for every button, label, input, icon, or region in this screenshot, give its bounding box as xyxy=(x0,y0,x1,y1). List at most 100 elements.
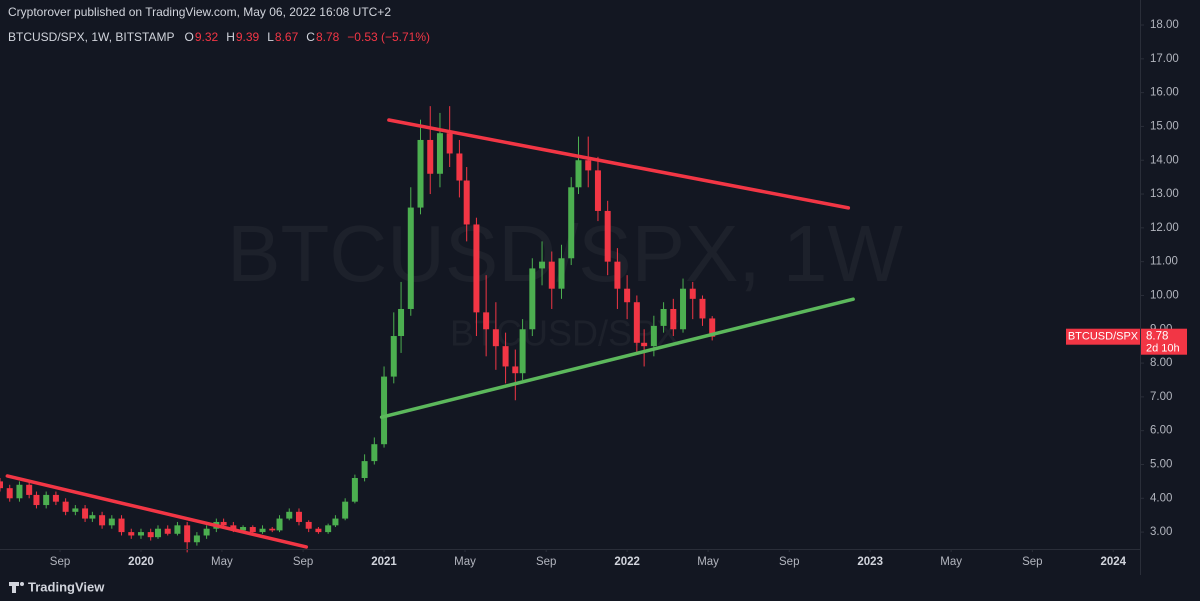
price-tag-countdown: 2d 10h xyxy=(1146,343,1180,355)
candle-body xyxy=(295,511,302,522)
candle-body xyxy=(128,532,135,536)
candle-body xyxy=(203,528,210,536)
candle-body xyxy=(446,133,453,154)
y-tick-label: 15.00 xyxy=(1150,120,1179,132)
x-tick-label: May xyxy=(454,556,476,568)
trendline xyxy=(387,118,851,210)
candle-body xyxy=(305,521,312,529)
candle-body xyxy=(249,527,256,533)
x-tick-label: 2024 xyxy=(1100,556,1126,568)
candle-body xyxy=(473,224,480,313)
candle-body xyxy=(585,160,592,171)
price-tag-bg xyxy=(1141,328,1187,355)
ohlc-prefix: O xyxy=(184,30,193,44)
candle-body xyxy=(137,532,144,536)
published-line: Cryptorover published on TradingView.com… xyxy=(8,5,391,19)
brand: TradingView xyxy=(28,579,105,594)
candle-body xyxy=(43,494,50,506)
y-tick-label: 16.00 xyxy=(1150,87,1179,99)
ohlc-value: 9.32 xyxy=(195,30,219,44)
candle-body xyxy=(184,525,191,543)
x-tick-label: May xyxy=(211,556,233,568)
candle-body xyxy=(371,444,378,462)
y-tick-label: 12.00 xyxy=(1150,222,1179,234)
candle-body xyxy=(26,484,33,495)
candle-body xyxy=(361,461,368,479)
candle-body xyxy=(240,527,247,531)
price-tag-name-bg xyxy=(1066,328,1140,345)
candle-body xyxy=(709,318,716,337)
y-tick-label: 14.00 xyxy=(1150,154,1179,166)
y-tick-label: 7.00 xyxy=(1150,391,1172,403)
candle-body xyxy=(594,170,601,211)
candle-body xyxy=(650,325,657,347)
candle-body xyxy=(52,494,59,502)
x-tick-label: Sep xyxy=(779,556,799,568)
candle-body xyxy=(174,525,181,534)
ohlc-prefix: C xyxy=(306,30,315,44)
y-tick-label: 8.00 xyxy=(1150,357,1172,369)
candle-body xyxy=(463,180,470,225)
candle-body xyxy=(351,478,358,502)
x-tick-label: Sep xyxy=(1022,556,1042,568)
ohlc-prefix: H xyxy=(226,30,235,44)
y-tick-label: 13.00 xyxy=(1150,188,1179,200)
candle-body xyxy=(519,329,526,374)
footer xyxy=(0,575,1200,601)
candle-body xyxy=(62,501,69,512)
y-tick-label: 17.00 xyxy=(1150,53,1179,65)
candle-body xyxy=(512,366,519,374)
candle-body xyxy=(699,298,706,319)
candle-body xyxy=(502,346,509,367)
candle-body xyxy=(325,525,332,533)
price-tag-value: 8.78 xyxy=(1146,331,1168,343)
candle-body xyxy=(529,268,536,330)
candle-body xyxy=(390,336,397,377)
candle-body xyxy=(660,308,667,326)
x-tick-label: Sep xyxy=(293,556,313,568)
x-tick-label: 2022 xyxy=(614,556,640,568)
candle-body xyxy=(164,528,171,534)
x-tick-label: 2021 xyxy=(371,556,397,568)
candle-body xyxy=(72,508,79,512)
logo-mark xyxy=(12,585,16,593)
candle-body xyxy=(492,329,499,347)
candle-body xyxy=(575,160,582,188)
candle-body xyxy=(568,187,575,259)
candle-body xyxy=(269,528,276,531)
x-tick-label: 2020 xyxy=(128,556,154,568)
candle-body xyxy=(108,518,115,526)
symbol: BTCUSD/SPX, 1W, BITSTAMP xyxy=(8,30,174,44)
candle-body xyxy=(16,484,23,499)
candle-body xyxy=(82,508,89,519)
y-tick-label: 6.00 xyxy=(1150,425,1172,437)
candle-body xyxy=(89,515,96,519)
candle-body xyxy=(417,139,424,208)
candle-body xyxy=(614,261,621,289)
candle-body xyxy=(633,302,640,343)
logo: TradingView xyxy=(9,579,105,594)
candle-body xyxy=(680,288,687,330)
candle-body xyxy=(342,501,349,519)
candle-body xyxy=(118,518,125,533)
ohlc-value: 8.67 xyxy=(275,30,299,44)
y-tick-label: 4.00 xyxy=(1150,492,1172,504)
ohlc-value: 8.78 xyxy=(316,30,340,44)
candle-body xyxy=(548,261,555,289)
candle-body xyxy=(689,288,696,299)
y-tick-label: 3.00 xyxy=(1150,526,1172,538)
watermark: BTCUSD/SPX, 1W xyxy=(227,209,903,298)
y-tick-label: 18.00 xyxy=(1150,19,1179,31)
candle-body xyxy=(147,532,154,538)
candle-body xyxy=(381,376,388,445)
candle-body xyxy=(0,481,3,489)
y-tick-label: 11.00 xyxy=(1150,256,1178,268)
candle-body xyxy=(483,312,490,330)
candle-body xyxy=(436,133,443,174)
logo-mark xyxy=(20,582,24,586)
x-tick-label: May xyxy=(940,556,962,568)
candle-body xyxy=(332,518,339,526)
candle-body xyxy=(276,518,283,531)
ohlc-value: 9.39 xyxy=(236,30,260,44)
